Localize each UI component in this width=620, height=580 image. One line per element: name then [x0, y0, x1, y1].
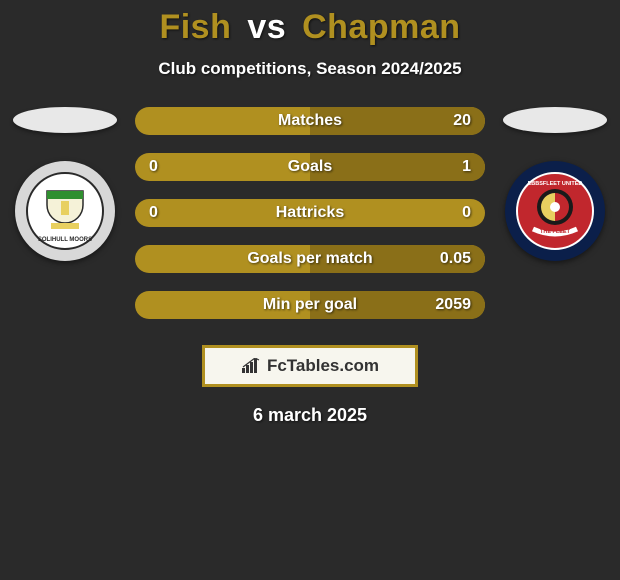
stat-row: Min per goal2059 — [135, 291, 485, 319]
svg-text:SOLIHULL MOORS: SOLIHULL MOORS — [38, 237, 92, 243]
chart-icon — [241, 358, 261, 374]
photo-placeholder-right — [503, 107, 607, 133]
left-side: SOLIHULL MOORS — [11, 107, 119, 261]
svg-text:THE FLEET: THE FLEET — [540, 229, 571, 235]
date-label: 6 march 2025 — [253, 405, 367, 426]
subtitle: Club competitions, Season 2024/2025 — [0, 59, 620, 79]
stat-value-right: 0.05 — [421, 250, 471, 268]
club-crest-left: SOLIHULL MOORS — [15, 161, 115, 261]
infographic-root: Fish vs Chapman Club competitions, Seaso… — [0, 0, 620, 426]
shield-icon: EBBSFLEET UNITED THE FLEET — [515, 171, 595, 251]
stat-value-right: 20 — [421, 112, 471, 130]
stat-label: Hattricks — [199, 204, 421, 222]
stat-value-left: 0 — [149, 158, 199, 176]
stat-value-right: 0 — [421, 204, 471, 222]
stat-value-left: 0 — [149, 204, 199, 222]
stat-label: Min per goal — [199, 296, 421, 314]
title-player1: Fish — [159, 8, 231, 46]
stats-column: Matches200Goals10Hattricks0Goals per mat… — [135, 107, 485, 319]
main-row: SOLIHULL MOORS Matches200Goals10Hattrick… — [0, 107, 620, 319]
stat-label: Goals — [199, 158, 421, 176]
stat-row: 0Hattricks0 — [135, 199, 485, 227]
brand-text: FcTables.com — [267, 356, 379, 376]
footer: FcTables.com 6 march 2025 — [0, 345, 620, 426]
club-crest-right: EBBSFLEET UNITED THE FLEET — [505, 161, 605, 261]
title-player2: Chapman — [302, 8, 460, 46]
photo-placeholder-left — [13, 107, 117, 133]
right-side: EBBSFLEET UNITED THE FLEET — [501, 107, 609, 261]
title-vs: vs — [247, 8, 286, 46]
stat-row: Goals per match0.05 — [135, 245, 485, 273]
stat-label: Matches — [199, 112, 421, 130]
stat-row: Matches20 — [135, 107, 485, 135]
stat-value-right: 2059 — [421, 296, 471, 314]
svg-text:EBBSFLEET UNITED: EBBSFLEET UNITED — [528, 181, 583, 187]
stat-value-right: 1 — [421, 158, 471, 176]
brand-box[interactable]: FcTables.com — [202, 345, 418, 387]
stat-row: 0Goals1 — [135, 153, 485, 181]
stat-label: Goals per match — [199, 250, 421, 268]
page-title: Fish vs Chapman — [0, 8, 620, 47]
shield-icon: SOLIHULL MOORS — [25, 171, 105, 251]
